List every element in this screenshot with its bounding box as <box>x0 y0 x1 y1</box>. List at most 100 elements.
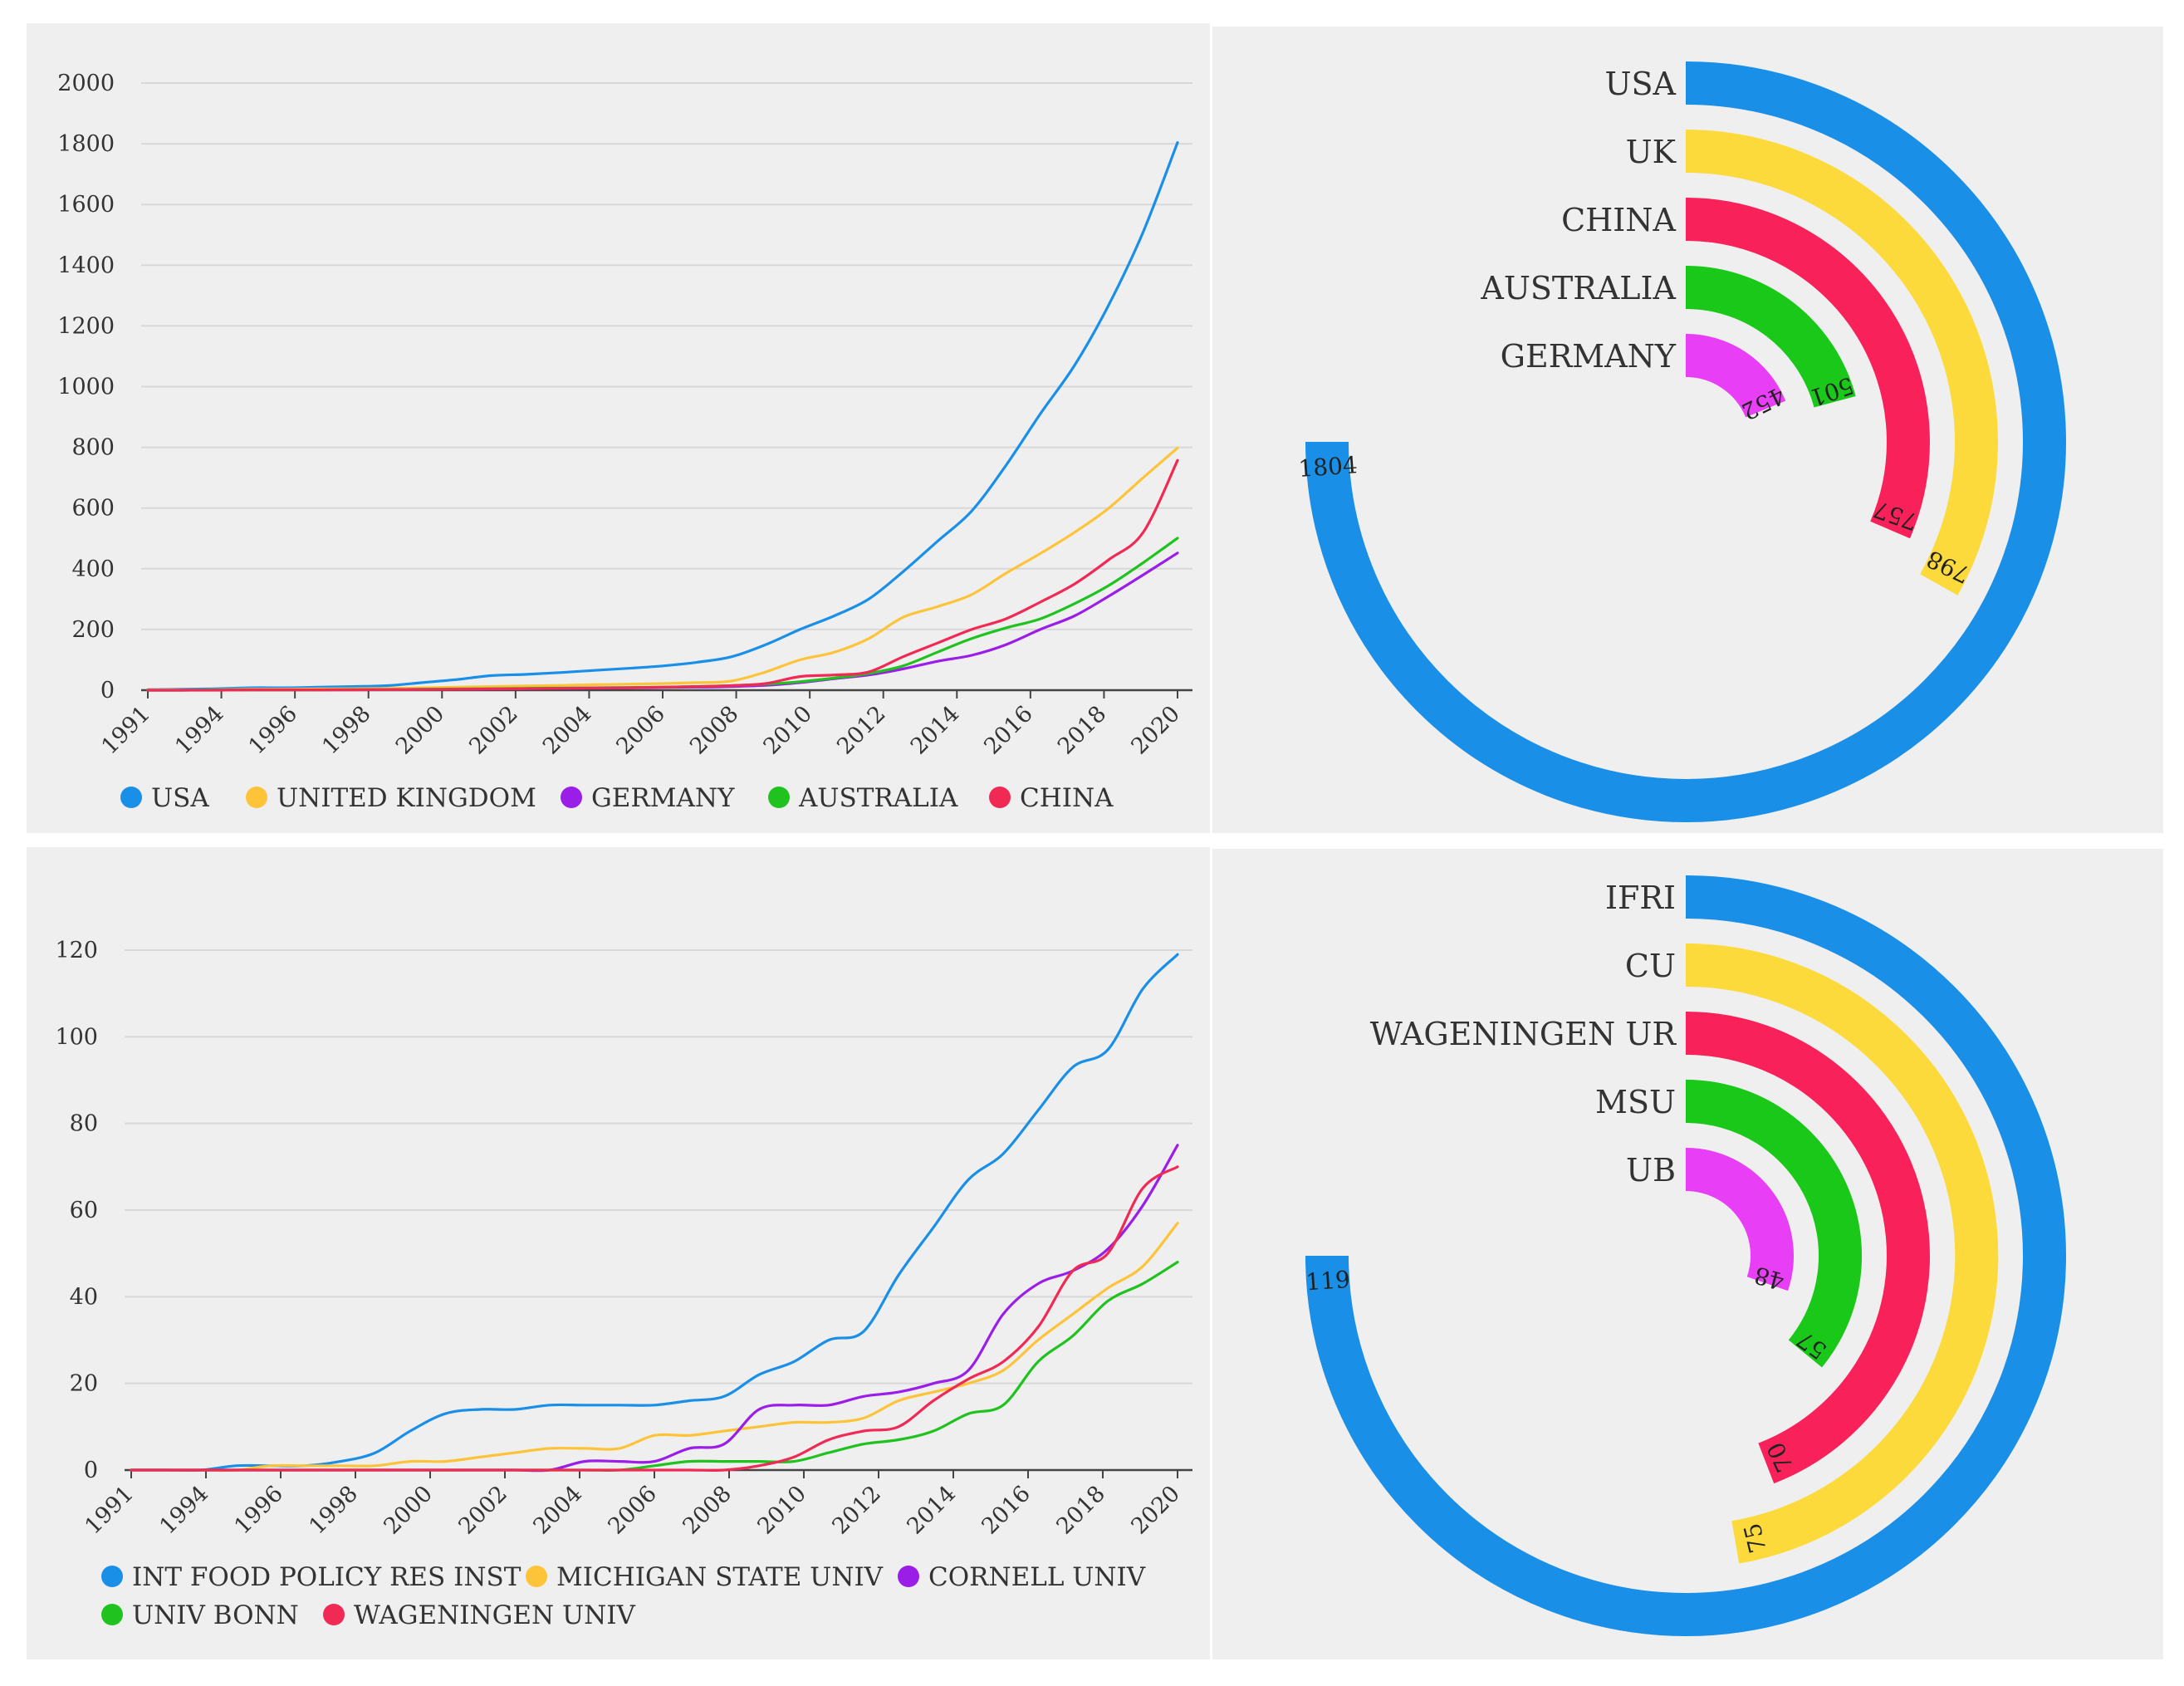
y-tick-label: 0 <box>84 1458 98 1483</box>
legend-item-usa: USA <box>120 783 209 813</box>
legend-item-united-kingdom: UNITED KINGDOM <box>246 783 536 813</box>
y-tick-label: 0 <box>100 678 115 703</box>
x-tick-label: 2008 <box>685 701 744 760</box>
y-tick-label: 600 <box>71 496 115 522</box>
radial-value-usa: 1804 <box>1297 451 1358 483</box>
x-tick-label: 2006 <box>611 701 670 760</box>
legend-marker-wageningen-univ <box>323 1604 345 1625</box>
series-line-int-food-policy-res-inst <box>130 953 1179 1472</box>
legend-label-united-kingdom: UNITED KINGDOM <box>277 783 536 813</box>
gridlines <box>141 82 1192 630</box>
x-tick-label: 2016 <box>979 701 1038 760</box>
radial-bar-cu <box>1685 943 1999 1564</box>
radial-bar-china <box>1685 198 1930 539</box>
legend-item-michigan-state-univ: MICHIGAN STATE UNIV <box>526 1562 884 1592</box>
x-tick-label: 1994 <box>170 701 229 760</box>
legend-marker-usa <box>120 787 142 808</box>
institutions-line-panel: 0 20 40 60 80 100 120 1991 1994 1996 1998 2000 2002 2… <box>27 847 1210 1659</box>
radial-label-germany: GERMANY <box>1501 338 1677 375</box>
y-tick-label: 1600 <box>57 192 115 218</box>
radial-label-uk: UK <box>1626 134 1677 170</box>
x-tick-label: 2010 <box>752 1481 811 1540</box>
legend-marker-cornell-univ <box>898 1566 919 1587</box>
x-tick-label: 2002 <box>464 701 523 760</box>
y-tick-label: 400 <box>71 556 115 582</box>
y-tick-label: 2000 <box>57 71 115 96</box>
legend-label-germany: GERMANY <box>591 783 735 813</box>
legend-item-cornell-univ: CORNELL UNIV <box>898 1562 1146 1592</box>
x-tick-label: 1994 <box>154 1481 213 1540</box>
y-tick-label: 1200 <box>57 313 115 339</box>
y-tick-label: 200 <box>71 617 115 643</box>
radial-bar-wageningen-ur <box>1685 1012 1930 1484</box>
radial-bar-ub <box>1685 1148 1794 1291</box>
radial-bar-usa <box>1305 61 2066 822</box>
x-tick-label: 2012 <box>832 701 891 760</box>
radial-label-msu: MSU <box>1595 1084 1676 1120</box>
x-tick-label: 2018 <box>1051 1481 1110 1540</box>
series-line-china <box>146 458 1179 692</box>
y-tick-label: 80 <box>70 1111 98 1137</box>
legend-marker-united-kingdom <box>246 787 267 808</box>
x-tick-label: 2016 <box>977 1481 1036 1540</box>
x-tick-label: 2012 <box>827 1481 886 1540</box>
legend-label-australia: AUSTRALIA <box>798 783 958 813</box>
y-tick-label: 100 <box>55 1024 98 1050</box>
legend-marker-int-food-policy-res-inst <box>101 1566 123 1587</box>
series-line-michigan-state-univ <box>130 1222 1179 1472</box>
legend-item-australia: AUSTRALIA <box>768 783 958 813</box>
legend-label-int-food-policy-res-inst: INT FOOD POLICY RES INST <box>132 1562 522 1592</box>
legend-label-univ-bonn: UNIV BONN <box>132 1600 299 1630</box>
legend-label-michigan-state-univ: MICHIGAN STATE UNIV <box>556 1562 884 1592</box>
y-tick-label: 1800 <box>57 131 115 157</box>
x-tick-label: 2014 <box>902 1481 961 1540</box>
institutions-radial-panel: IFRI 119 CU 75 WAGENINGEN UR 70 MSU 57 UB 48 <box>1212 849 2163 1659</box>
x-tick-label: 2010 <box>759 701 818 760</box>
x-tick-label: 2004 <box>528 1481 587 1540</box>
x-tick-label: 1991 <box>96 701 155 760</box>
legend-marker-china <box>989 787 1011 808</box>
x-tick-label: 1996 <box>244 701 303 760</box>
series-line-australia <box>146 537 1179 692</box>
radial-label-ifri: IFRI <box>1605 880 1676 916</box>
radial-label-usa: USA <box>1605 66 1677 102</box>
y-tick-label: 1000 <box>57 375 115 400</box>
legend-item-wageningen-univ: WAGENINGEN UNIV <box>323 1600 635 1630</box>
radial-value-ifri: 119 <box>1305 1266 1351 1296</box>
y-tick-label: 1400 <box>57 252 115 278</box>
legend-marker-michigan-state-univ <box>526 1566 547 1587</box>
x-tick-label: 1998 <box>317 701 376 760</box>
x-tick-label: 2014 <box>906 701 965 760</box>
x-tick-label: 1991 <box>80 1481 139 1540</box>
legend-marker-germany <box>561 787 582 808</box>
radial-label-ub: UB <box>1626 1152 1676 1189</box>
series-line-wageningen-univ <box>130 1165 1179 1472</box>
legend-label-usa: USA <box>151 783 209 813</box>
x-tick-label: 2002 <box>453 1481 512 1540</box>
y-tick-label: 60 <box>70 1198 98 1223</box>
countries-line-panel: 0 200 400 600 800 1000 1200 1400 1600 1800 2000 199… <box>27 23 1210 833</box>
radial-label-cu: CU <box>1625 948 1676 984</box>
x-tick-label: 2008 <box>678 1481 737 1540</box>
radial-label-wageningen-ur: WAGENINGEN UR <box>1370 1016 1677 1052</box>
x-tick-label: 2000 <box>379 1481 438 1540</box>
radial-label-australia: AUSTRALIA <box>1480 270 1676 306</box>
legend-item-int-food-policy-res-inst: INT FOOD POLICY RES INST <box>101 1562 522 1592</box>
radial-bar-ifri <box>1305 875 2066 1636</box>
series-line-univ-bonn <box>130 1261 1179 1472</box>
x-tick-label: 2020 <box>1126 1481 1185 1540</box>
legend-label-cornell-univ: CORNELL UNIV <box>928 1562 1146 1592</box>
countries-line-chart: 0 200 400 600 800 1000 1200 1400 1600 1800 2000 199… <box>57 71 1192 813</box>
x-tick-label: 2006 <box>603 1481 662 1540</box>
legend-label-china: CHINA <box>1020 783 1114 813</box>
legend-marker-univ-bonn <box>101 1604 123 1625</box>
y-tick-label: 800 <box>71 435 115 461</box>
x-tick-label: 2000 <box>391 701 450 760</box>
institutions-line-chart: 0 20 40 60 80 100 120 1991 1994 1996 1998 2000 2002 2… <box>55 938 1192 1630</box>
x-tick-label: 1996 <box>229 1481 288 1540</box>
radial-bar-germany <box>1685 334 1786 419</box>
x-tick-label: 2004 <box>538 701 597 760</box>
legend-item-germany: GERMANY <box>561 783 735 813</box>
gridlines <box>125 949 1192 1385</box>
